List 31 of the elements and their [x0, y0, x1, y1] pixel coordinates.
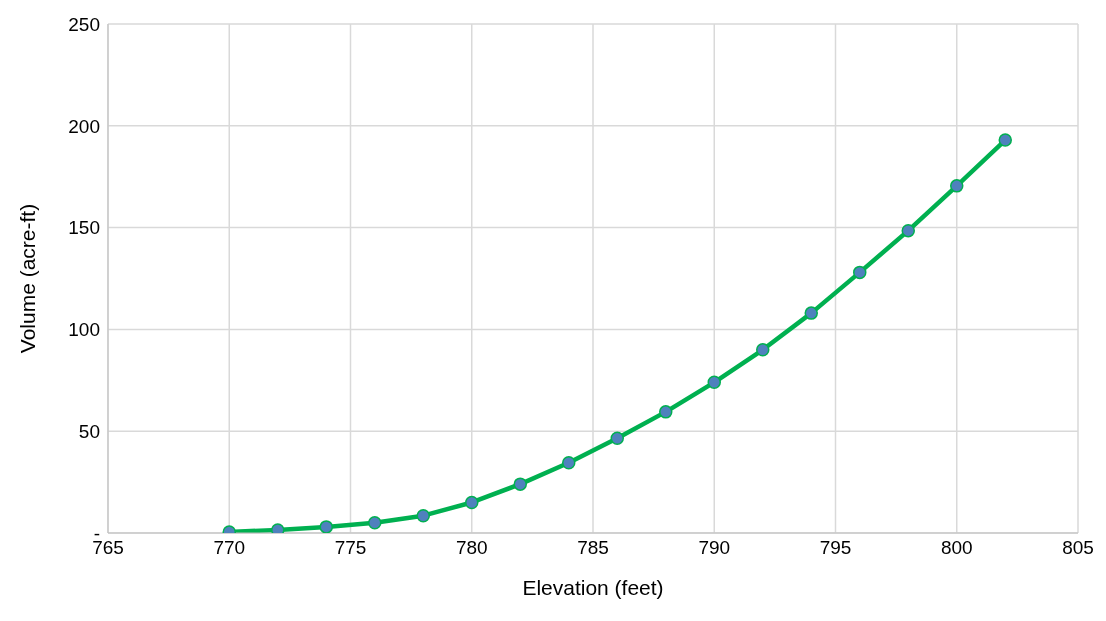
point: [756, 343, 770, 357]
point: [804, 306, 818, 320]
y-axis-title: Volume (acre-ft): [16, 203, 40, 354]
x-tick-label: 790: [698, 537, 731, 559]
y-tick-label: 150: [68, 217, 100, 239]
y-tick-label: 250: [68, 13, 100, 35]
point: [950, 179, 964, 193]
point: [659, 405, 673, 419]
y-tick-label: 50: [78, 420, 100, 442]
point: [513, 477, 527, 491]
y-tick-label: 100: [68, 319, 100, 341]
x-tick-label: 780: [455, 537, 488, 559]
point: [465, 495, 479, 510]
point: [368, 516, 382, 530]
point: [416, 508, 430, 523]
point: [901, 223, 915, 238]
point: [319, 520, 333, 533]
x-tick-label: 805: [1062, 537, 1094, 559]
x-tick-label: 795: [819, 537, 852, 559]
x-tick-label: 800: [940, 537, 973, 559]
point: [853, 265, 867, 280]
x-tick-label: 775: [334, 537, 367, 559]
point: [562, 456, 576, 470]
x-tick-label: 785: [577, 537, 609, 559]
point: [998, 133, 1012, 147]
y-tick-label: 200: [68, 115, 100, 137]
point: [271, 523, 285, 533]
x-axis-title: Elevation (feet): [522, 576, 664, 599]
point: [707, 375, 721, 390]
x-tick-label: 770: [213, 537, 246, 559]
point: [610, 431, 624, 446]
